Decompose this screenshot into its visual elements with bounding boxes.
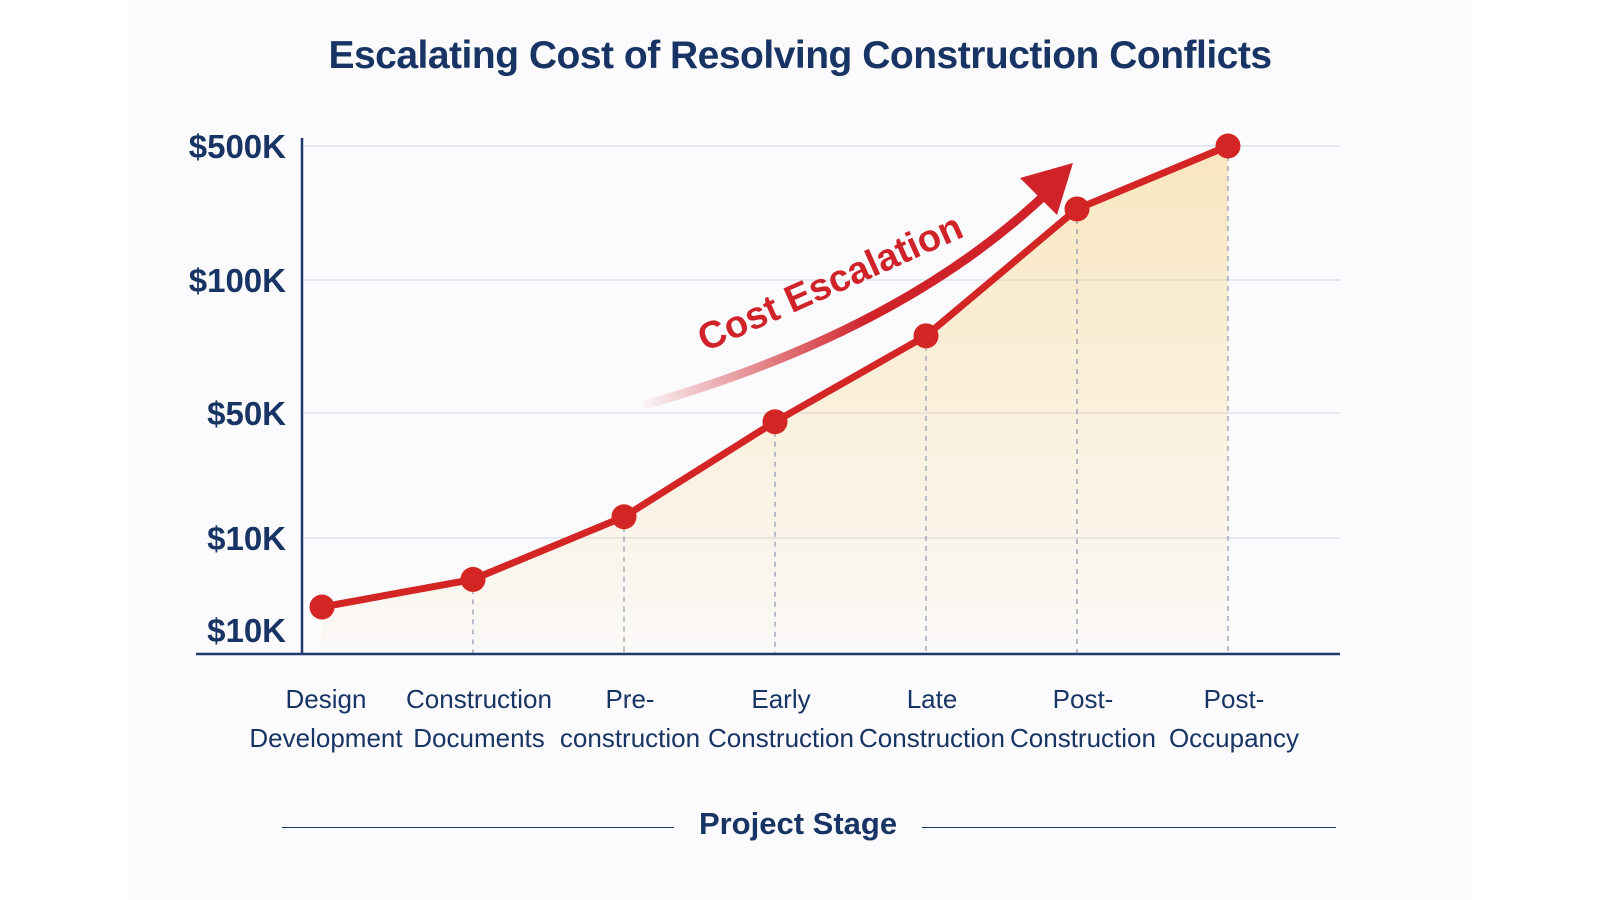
x-tick-label: Post- Construction xyxy=(1010,684,1156,753)
x-tick-label: Pre-construction xyxy=(560,684,700,753)
x-tick-label-line: Documents xyxy=(413,723,545,753)
y-tick-label: $500K xyxy=(189,128,286,165)
x-tick-label-line: Late xyxy=(907,684,958,714)
y-tick-labels: $10K $10K $50K $100K $500K xyxy=(189,128,286,649)
chart-title: Escalating Cost of Resolving Constructio… xyxy=(328,34,1272,77)
area-under-line xyxy=(322,146,1228,654)
y-tick-label: $50K xyxy=(207,395,286,432)
data-point xyxy=(611,504,637,530)
annotation-arrow-head xyxy=(1020,163,1073,215)
x-tick-label: Design Development xyxy=(249,684,403,753)
x-tick-label-line: construction xyxy=(560,723,700,753)
x-tick-label-line: Occupancy xyxy=(1169,723,1299,753)
x-tick-label-line: Construction xyxy=(708,723,854,753)
data-point xyxy=(1215,133,1241,159)
data-markers xyxy=(309,133,1241,620)
x-axis-title-rule-right xyxy=(922,827,1336,828)
x-tick-label-line: Construction xyxy=(406,684,552,714)
data-point xyxy=(762,409,788,435)
x-axis-title-row: Project Stage xyxy=(282,806,1338,850)
y-tick-label: $10K xyxy=(207,612,286,649)
area-fill xyxy=(322,146,1228,654)
data-point xyxy=(309,594,335,620)
x-tick-label-line: Construction xyxy=(859,723,1005,753)
x-tick-label: Early Construction xyxy=(708,684,854,753)
x-tick-label-line: Post- xyxy=(1053,684,1114,714)
data-point xyxy=(1064,196,1090,222)
annotation-arrow-shaft xyxy=(643,185,1055,409)
x-axis-title-rule-left xyxy=(282,827,674,828)
x-tick-label-line: Post- xyxy=(1204,684,1265,714)
x-tick-label: Late Construction xyxy=(859,684,1005,753)
x-tick-label-line: Development xyxy=(249,723,403,753)
x-tick-label: Post- Occupancy xyxy=(1169,684,1299,753)
x-tick-label-line: Design xyxy=(286,684,367,714)
x-tick-label-line: Early xyxy=(751,684,810,714)
x-tick-label-line: Pre- xyxy=(605,684,654,714)
axes xyxy=(196,138,1340,656)
data-point xyxy=(913,323,939,349)
y-tick-label: $10K xyxy=(207,520,286,557)
y-tick-label: $100K xyxy=(189,262,286,299)
x-axis-title: Project Stage xyxy=(698,806,898,841)
data-point xyxy=(460,566,486,592)
x-tick-label: Construction Documents xyxy=(406,684,552,753)
x-tick-label-line: Construction xyxy=(1010,723,1156,753)
